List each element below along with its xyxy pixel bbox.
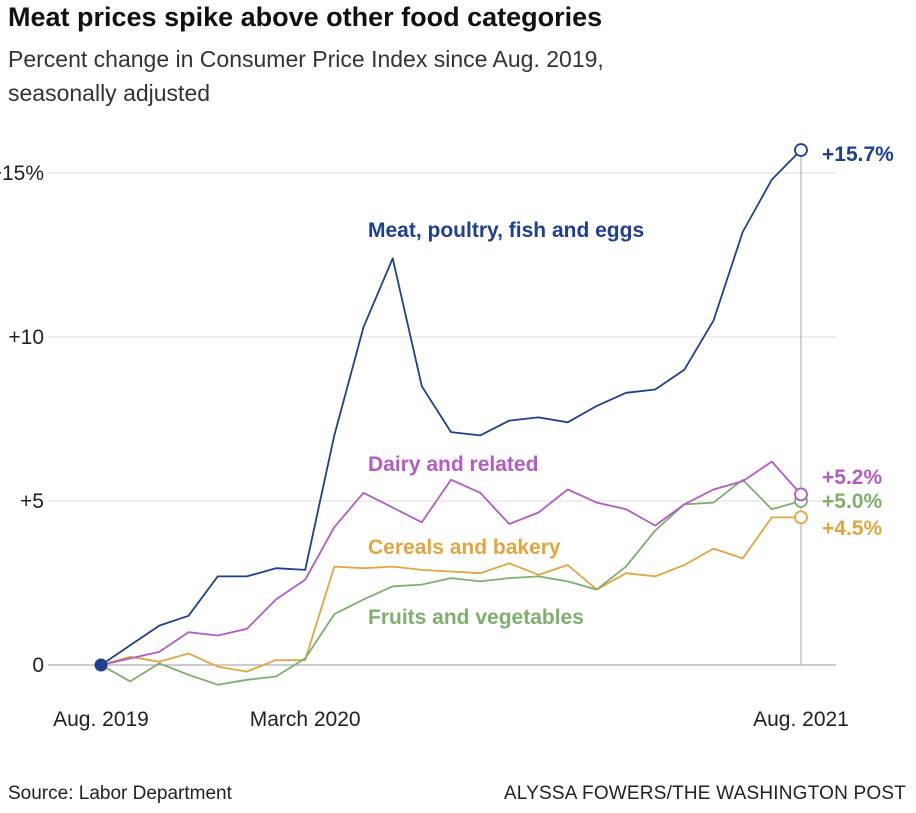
end-value-cereals: +4.5% bbox=[822, 517, 882, 540]
end-point bbox=[794, 143, 808, 157]
y-tick-label: +10 bbox=[8, 326, 44, 349]
end-value-labels: +15.7% +5.2% +5.0% +4.5% bbox=[822, 143, 894, 540]
series-labels: Meat, poultry, fish and eggs Dairy and r… bbox=[368, 219, 644, 629]
end-point bbox=[794, 510, 808, 525]
x-tick-label: March 2020 bbox=[250, 708, 361, 731]
series-lines bbox=[100, 149, 802, 686]
y-tick-label: +15% bbox=[0, 162, 44, 185]
series-label-fruits: Fruits and vegetables bbox=[368, 606, 584, 629]
y-tick-label: 0 bbox=[32, 654, 44, 677]
series-points bbox=[94, 143, 808, 672]
x-tick-label: Aug. 2019 bbox=[53, 708, 149, 731]
x-axis-ticks: Aug. 2019 March 2020 Aug. 2021 bbox=[53, 708, 849, 731]
series-line bbox=[100, 478, 802, 686]
end-value-dairy: +5.2% bbox=[822, 466, 882, 489]
y-axis-ticks: 0 +5 +10 +15% bbox=[0, 162, 44, 677]
series-label-cereals: Cereals and bakery bbox=[368, 536, 561, 559]
credit-line: ALYSSA FOWERS/THE WASHINGTON POST bbox=[503, 783, 906, 804]
series-line bbox=[100, 149, 802, 666]
end-value-fruits: +5.0% bbox=[822, 490, 882, 513]
series-label-dairy: Dairy and related bbox=[368, 453, 538, 476]
y-tick-label: +5 bbox=[20, 490, 44, 513]
series-label-meat: Meat, poultry, fish and eggs bbox=[368, 219, 644, 242]
x-tick-label: Aug. 2021 bbox=[753, 708, 849, 731]
start-point bbox=[94, 658, 108, 672]
chart-title: Meat prices spike above other food categ… bbox=[8, 2, 603, 32]
end-value-meat: +15.7% bbox=[822, 143, 894, 166]
chart-subtitle: Percent change in Consumer Price Index s… bbox=[8, 46, 604, 106]
end-point bbox=[794, 487, 808, 502]
source-note: Source: Labor Department bbox=[8, 783, 232, 804]
series-line bbox=[100, 460, 802, 666]
series-line bbox=[100, 516, 802, 673]
